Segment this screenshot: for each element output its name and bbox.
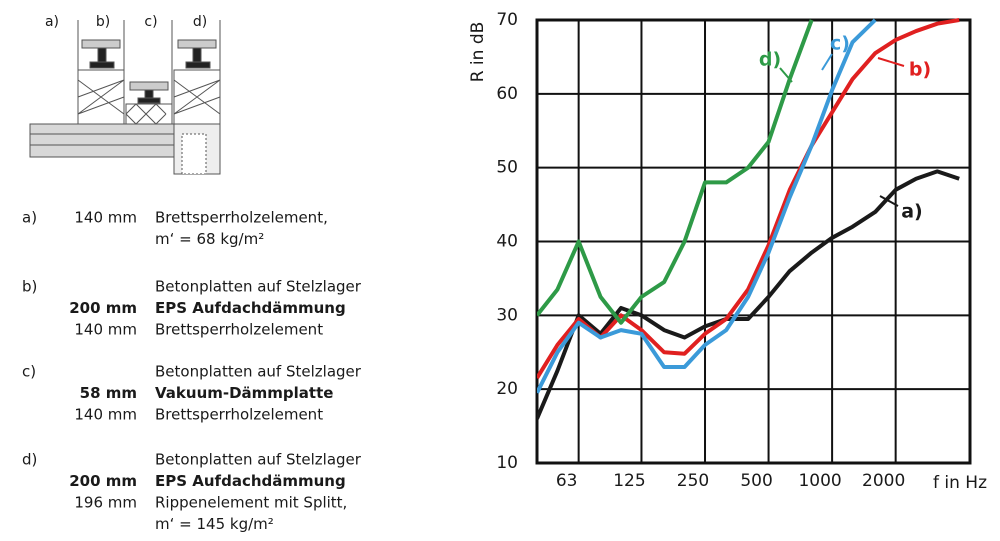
legend-text: Brettsperrholzelement xyxy=(155,406,323,424)
series-label: d) xyxy=(759,49,781,71)
annotation-pointer xyxy=(779,67,793,83)
y-tick-label: 10 xyxy=(496,453,518,473)
series-line xyxy=(537,169,960,420)
y-tick-label: 20 xyxy=(496,379,518,399)
x-tick-label: 2000 xyxy=(862,471,905,491)
legend-thickness: 140 mm xyxy=(74,321,137,339)
x-axis-label: f in Hz xyxy=(933,473,987,493)
x-tick-label: 125 xyxy=(613,471,645,491)
annotation-pointer xyxy=(877,57,905,67)
legend-label: a) xyxy=(22,209,37,227)
legend-text: EPS Aufdachdämmung xyxy=(155,472,346,490)
legend-text: Brettsperrholzelement, xyxy=(155,209,328,227)
legend-thickness: 58 mm xyxy=(80,384,137,402)
y-tick-label: 30 xyxy=(496,305,518,325)
diagram-label: a) xyxy=(45,14,59,30)
legend-text: Brettsperrholzelement xyxy=(155,321,323,339)
y-tick-label: 40 xyxy=(496,232,518,252)
legend-thickness: 140 mm xyxy=(74,406,137,424)
x-tick-label: 1000 xyxy=(798,471,841,491)
diagram-label: b) xyxy=(96,14,110,30)
diagram-label: c) xyxy=(144,14,157,30)
series-line xyxy=(537,18,960,380)
plot-frame xyxy=(535,18,972,465)
annotation-pointer xyxy=(879,195,899,207)
legend-text: Rippenelement mit Splitt, xyxy=(155,494,347,512)
legend-text: EPS Aufdachdämmung xyxy=(155,299,346,317)
legend-thickness: 140 mm xyxy=(74,209,137,227)
diagram-label: d) xyxy=(193,14,207,30)
x-tick-label: 500 xyxy=(740,471,772,491)
legend-text: m‘ = 145 kg/m² xyxy=(155,515,274,533)
y-axis-label: R in dB xyxy=(468,22,488,83)
legend-label: b) xyxy=(22,278,37,296)
y-tick-label: 50 xyxy=(496,158,518,178)
legend-thickness: 200 mm xyxy=(69,299,137,317)
series-label: b) xyxy=(909,59,931,81)
y-tick-label: 60 xyxy=(496,84,518,104)
construction-diagram xyxy=(29,20,221,175)
series-label: c) xyxy=(830,33,850,55)
legend-thickness: 196 mm xyxy=(74,494,137,512)
legend-label: d) xyxy=(22,451,37,469)
x-tick-label: 250 xyxy=(677,471,709,491)
legend-text: Betonplatten auf Stelzlager xyxy=(155,451,362,469)
series-line xyxy=(537,19,814,325)
legend-text: m‘ = 68 kg/m² xyxy=(155,230,264,248)
chart: 10 20 30 40 50 60 70 63 125 250 500 1000 2000 f in Hz… xyxy=(468,10,987,493)
series-label: a) xyxy=(901,201,923,223)
series-line xyxy=(537,18,877,394)
diagram-labels: a) b) c) d) xyxy=(45,14,207,30)
legend-text: Vakuum-Dämmplatte xyxy=(155,384,333,402)
annotation-pointer xyxy=(821,53,833,71)
legend-text: Betonplatten auf Stelzlager xyxy=(155,278,362,296)
legend: a) 140 mm Brettsperrholzelement, m‘ = 68 kg… xyxy=(22,209,362,534)
x-tick-label: 63 xyxy=(556,471,578,491)
legend-label: c) xyxy=(22,363,36,381)
legend-thickness: 200 mm xyxy=(69,472,137,490)
legend-text: Betonplatten auf Stelzlager xyxy=(155,363,362,381)
y-tick-label: 70 xyxy=(496,10,518,30)
